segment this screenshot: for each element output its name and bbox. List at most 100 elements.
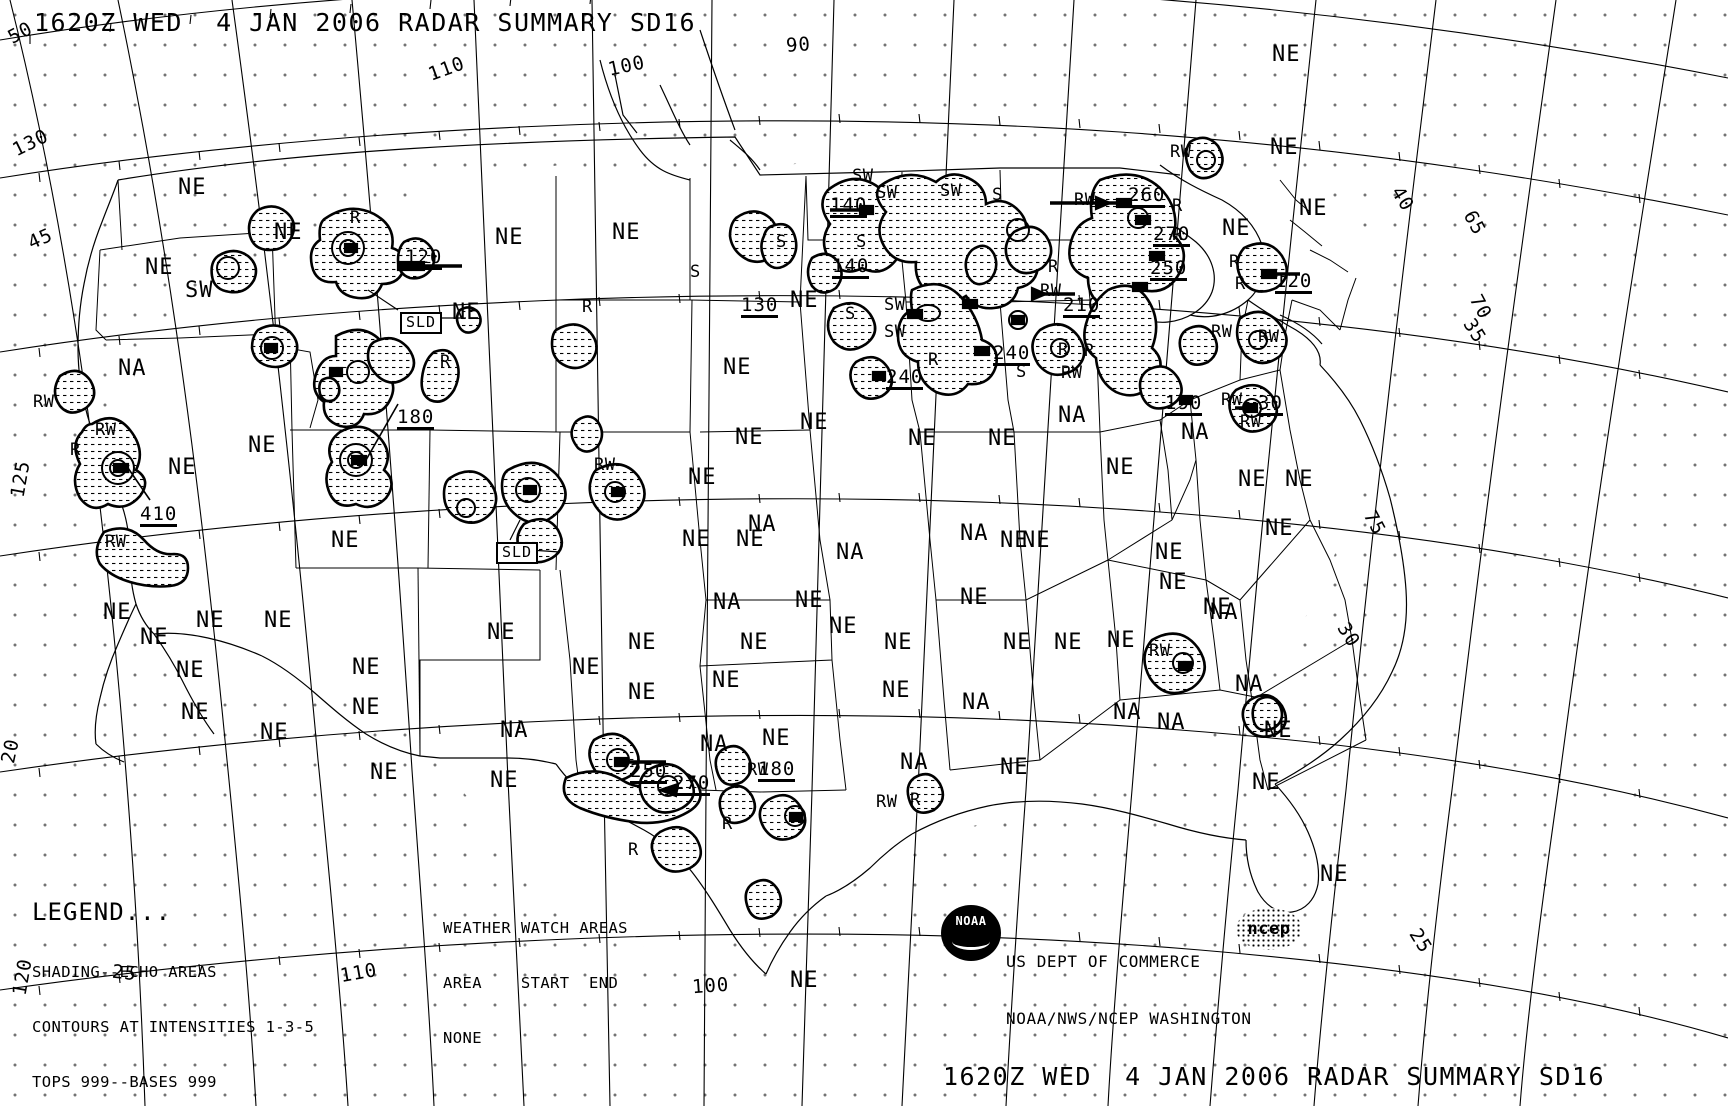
no-echo-label: NE [1265,516,1294,541]
precip-type-label: S [856,232,867,252]
precip-type-label: RW [1170,142,1192,162]
credit-block: US DEPT OF COMMERCE NOAA/NWS/NCEP WASHIN… [1006,914,1252,1066]
precip-type-label: RW [105,532,127,552]
legend-heading: LEGEND... [32,898,172,926]
no-echo-label: NE [762,726,791,751]
precip-type-label: RW [1240,412,1262,432]
footer-title: 1620Z WED 4 JAN 2006 RADAR SUMMARY SD16 [943,1062,1606,1091]
precip-type-label: SW [884,322,906,342]
precip-type-label: RW [1149,641,1171,661]
no-echo-label: NE [168,455,197,480]
precip-type-label: R [350,208,361,228]
echo-top-label: 120 [405,246,443,270]
precip-type-label: S [776,232,787,252]
no-echo-label: NE [178,175,207,200]
echo-top-label: 130 [741,294,779,318]
no-echo-label: NE [740,630,769,655]
precip-type-label: RW [747,760,769,780]
credit-line-2: NOAA/NWS/NCEP WASHINGTON [1006,1009,1252,1028]
no-echo-label: NE [1159,570,1188,595]
no-echo-label: NE [103,600,132,625]
precip-type-label: R [70,440,81,460]
no-echo-label: NE [331,528,360,553]
noaa-logo-icon: NOAA [941,905,1001,961]
echo-top-label: 140 [832,255,870,279]
no-echo-label: NE [688,465,717,490]
no-echo-label: NE [960,585,989,610]
precip-type-label: S [992,185,1003,205]
precip-type-label: RW [1074,190,1096,210]
no-echo-label: NE [988,426,1017,451]
no-echo-label: NA [1235,672,1264,697]
no-echo-label: NA [836,540,865,565]
sld-box: SLD [496,542,539,564]
no-echo-label: NA [1058,403,1087,428]
no-echo-label: NE [735,425,764,450]
no-echo-label: NE [572,655,601,680]
precip-type-label: S [845,304,856,324]
precip-type-label: R [1235,274,1246,294]
precip-type-label: R [928,350,939,370]
no-echo-label: SW [185,278,214,303]
precip-type-label: R [440,352,451,372]
precip-type-label: RW [1211,322,1233,342]
precip-type-label: RW [33,392,55,412]
legend-block: LEGEND... SHADING--ECHO AREAS CONTOURS A… [32,860,343,1106]
no-echo-label: NA [1210,600,1239,625]
no-echo-label: NE [1264,718,1293,743]
no-echo-label: NE [908,426,937,451]
echo-top-label: 240 [993,342,1031,366]
precip-type-label: R [1229,252,1240,272]
weather-watch-block: WEATHER WATCH AREAS AREA START END NONE [443,882,628,1085]
no-echo-label: NA [713,590,742,615]
no-echo-label: NE [1299,196,1328,221]
precip-type-label: SW [884,295,906,315]
echo-top-label: 250 [1150,257,1188,281]
no-echo-label: NE [1000,755,1029,780]
no-echo-label: NE [1106,455,1135,480]
precip-type-label: RW [1061,363,1083,383]
watch-heading: WEATHER WATCH AREAS [443,919,628,937]
precip-type-label: S [1016,362,1027,382]
echo-top-label: 140 [830,194,868,218]
no-echo-label: NE [1054,630,1083,655]
graticule-label: 25 [110,960,138,986]
watch-row-0: NONE [443,1029,482,1047]
no-echo-label: NE [790,968,819,993]
echo-top-label: 190 [1165,392,1203,416]
noaa-bird-icon [952,933,990,950]
echo-top-label: 210 [1063,294,1101,318]
precip-type-label: R [628,840,639,860]
no-echo-label: NE [490,768,519,793]
page-title: 1620Z WED 4 JAN 2006 RADAR SUMMARY SD16 [34,8,697,37]
precip-type-label: RW [95,420,117,440]
precip-type-label: RW [594,455,616,475]
no-echo-label: NA [1181,420,1210,445]
no-echo-label: NE [612,220,641,245]
precip-type-label: RW [1040,281,1062,301]
watch-columns: AREA START END [443,974,619,992]
precip-type-label: R [722,814,733,834]
no-echo-label: NE [628,630,657,655]
noaa-logo-text: NOAA [955,914,987,928]
no-echo-label: NE [795,588,824,613]
precip-type-label: R [1084,341,1095,361]
precip-type-label: SW [876,183,898,203]
no-echo-label: NE [712,668,741,693]
precip-type-label: RW [876,792,898,812]
no-echo-label: NA [118,356,147,381]
precip-type-label: RW [1221,390,1243,410]
precip-type-label: R [1172,225,1183,245]
echo-top-label: 240 [886,366,924,390]
echo-top-label: 180 [758,758,796,782]
echo-top-label: 250 [630,760,668,784]
no-echo-label: NE [370,760,399,785]
no-echo-label: NE [274,220,303,245]
no-echo-label: NE [1272,42,1301,67]
precip-type-label: SW [940,181,962,201]
no-echo-label: NA [960,521,989,546]
echo-top-label: 120 [1275,270,1313,294]
echo-top-label: 180 [397,406,435,430]
no-echo-label: NE [829,614,858,639]
echo-top-label: 270 [673,772,711,796]
